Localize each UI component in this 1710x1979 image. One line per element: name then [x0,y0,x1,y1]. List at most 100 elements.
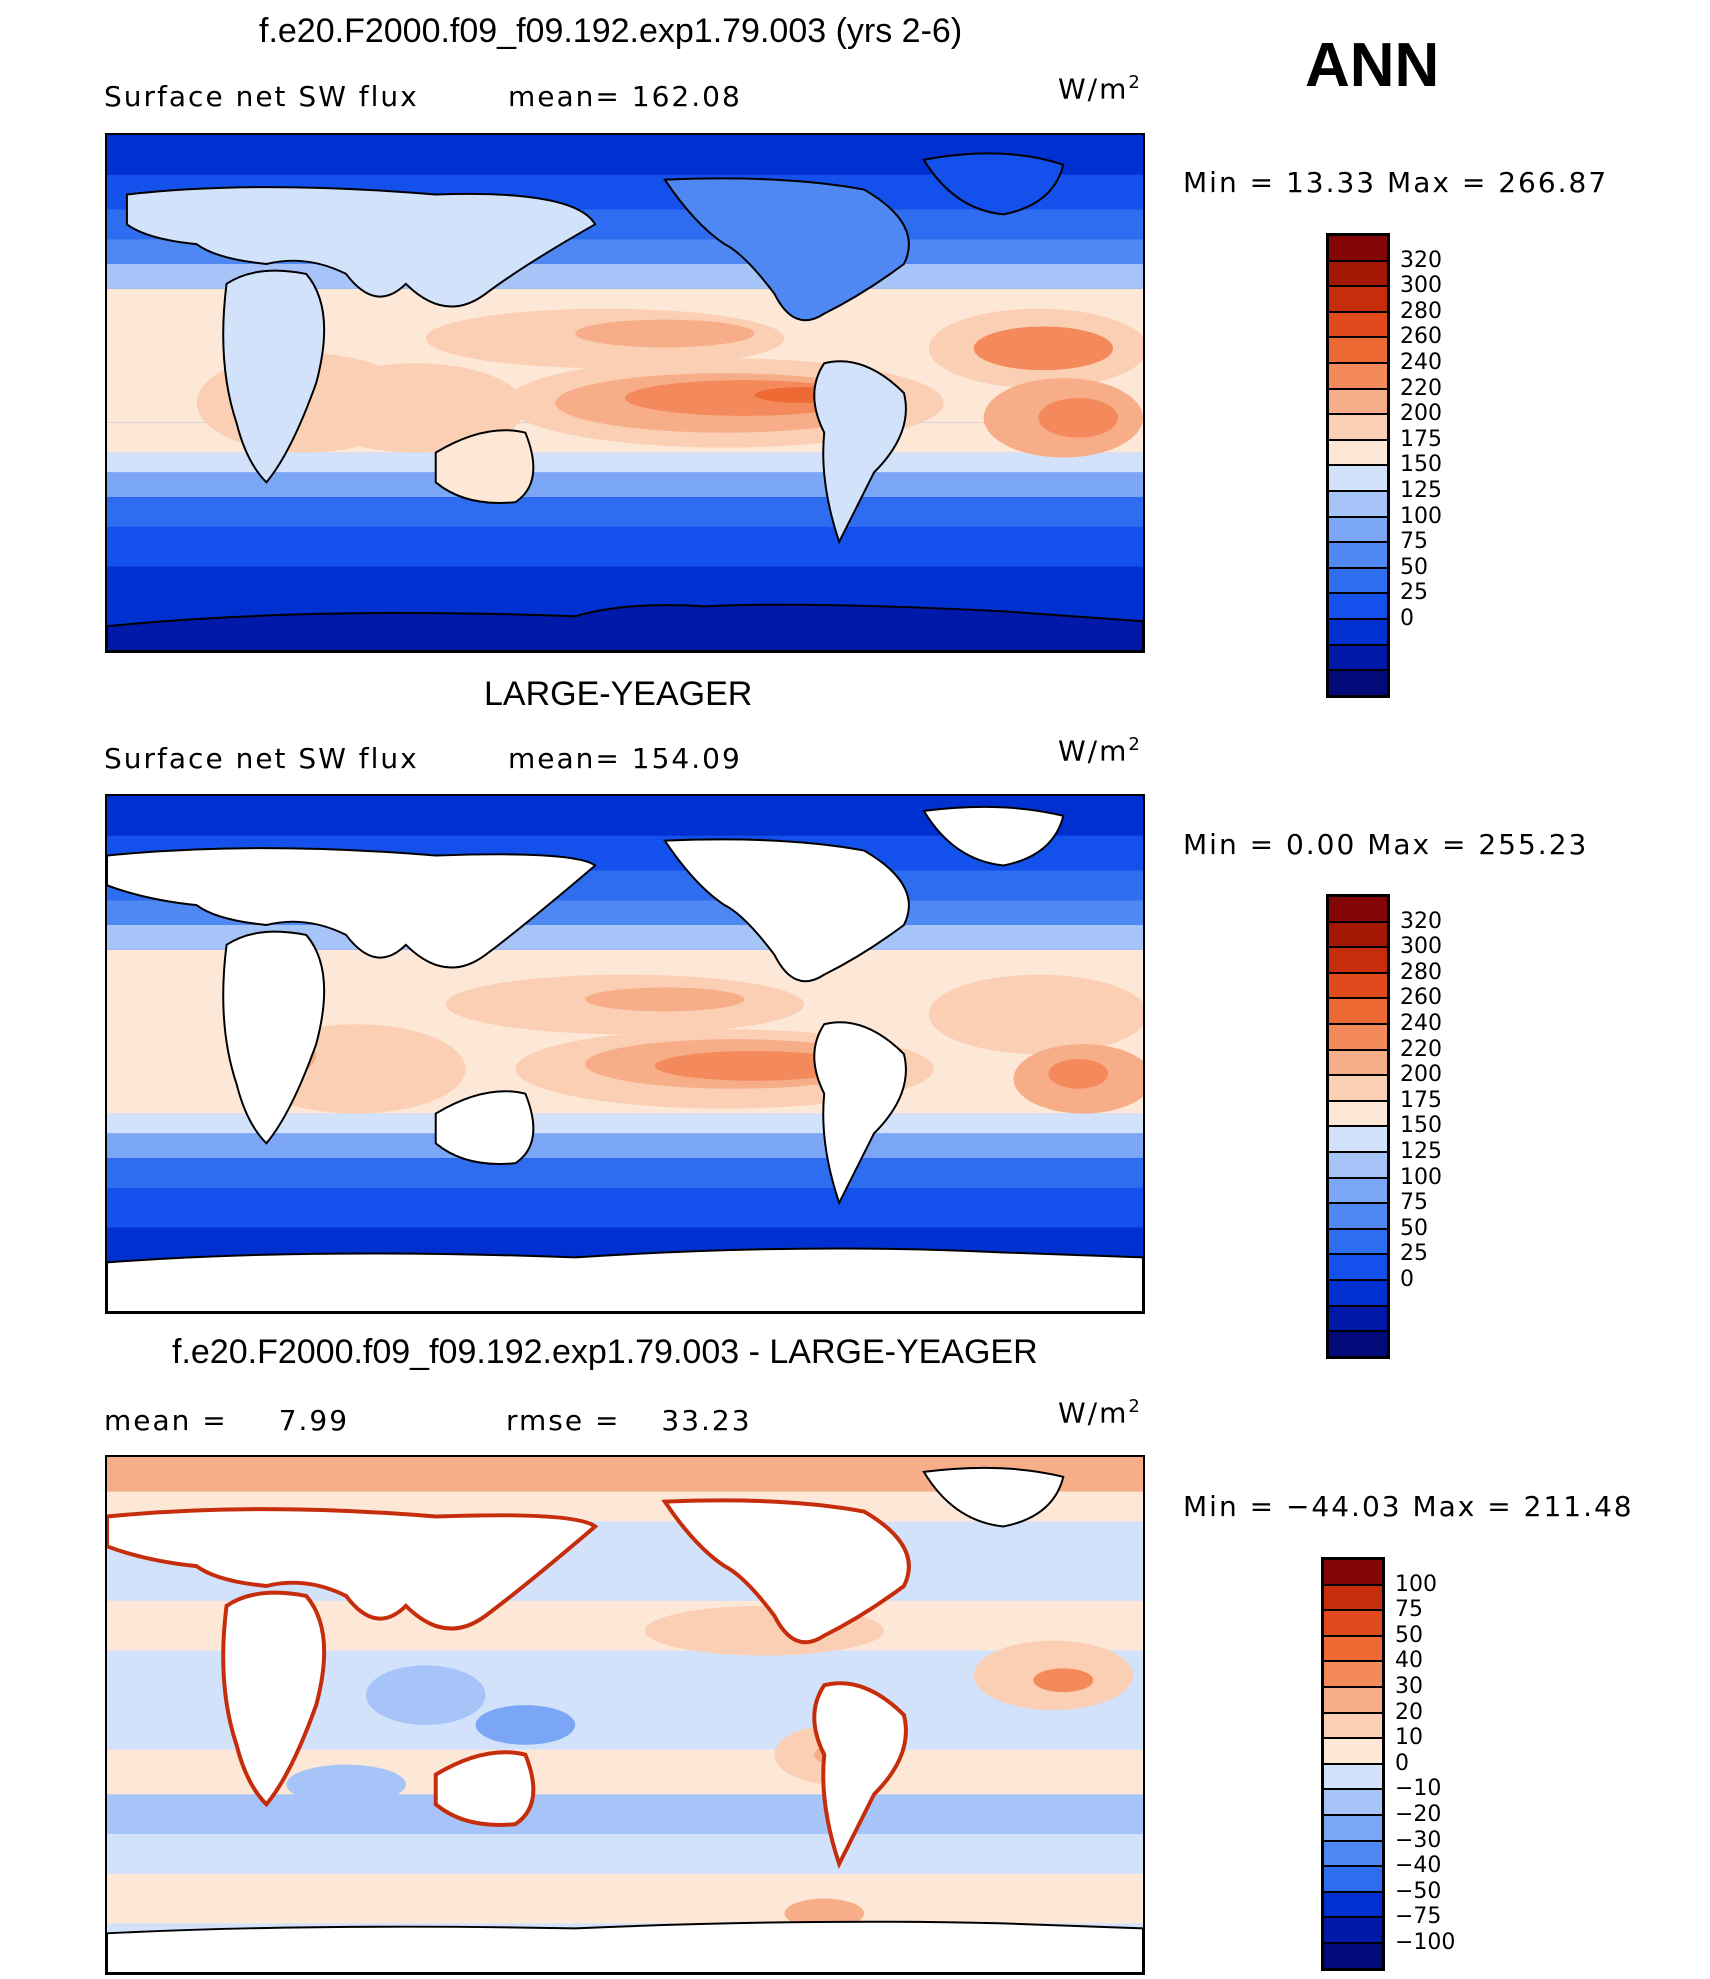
colorbar-swatch [1328,1203,1388,1229]
colorbar-level-label: 10 [1395,1725,1423,1751]
colorbar-swatch [1328,972,1388,999]
panel2-range: Min = 0.00 Max = 255.23 [1183,828,1588,861]
colorbar-level-label: 200 [1400,401,1442,427]
colorbar-level-label: 25 [1400,580,1428,606]
panel1-max-value: 266.87 [1498,166,1609,199]
panel1-map-svg [107,135,1143,651]
panel3-range: Min = −44.03 Max = 211.48 [1183,1490,1634,1523]
colorbar-level-label: 75 [1400,1190,1428,1216]
colorbar-swatch [1323,1866,1383,1892]
panel3-units-sup: 2 [1128,1396,1142,1417]
colorbar-swatch [1328,644,1388,671]
colorbar-swatch [1328,1075,1388,1101]
colorbar-strip [1326,894,1390,1359]
panel3-mean: mean = 7.99 [104,1404,349,1437]
colorbar-strip [1321,1557,1385,1971]
colorbar-level-label: −20 [1395,1802,1442,1827]
panel2-units-sup: 2 [1128,734,1142,755]
colorbar-level-label: 75 [1400,529,1428,555]
colorbar-level-label: 50 [1400,554,1428,580]
panel1-variable-label: Surface net SW flux [104,80,419,113]
panel1-min-label: Min = [1183,166,1276,199]
colorbar-level-label: −100 [1395,1930,1456,1955]
colorbar-swatch [1323,1686,1383,1713]
panel3-max-value: 211.48 [1523,1490,1634,1523]
colorbar-level-label: 220 [1400,375,1442,401]
panel3-map-svg [107,1457,1143,1973]
colorbar-level-label: 280 [1400,298,1442,324]
colorbar-swatch [1328,337,1388,363]
colorbar-swatch [1323,1635,1383,1662]
colorbar-level-label: 175 [1400,1087,1442,1113]
colorbar-swatch [1328,1279,1388,1306]
colorbar-level-label: 260 [1400,324,1442,350]
colorbar-level-label: −30 [1395,1827,1442,1853]
colorbar-swatch [1323,1840,1383,1867]
colorbar-swatch [1328,998,1388,1024]
colorbar-level-label: 175 [1400,426,1442,452]
panel2-map-svg [107,796,1143,1312]
colorbar-level-label: 0 [1400,606,1414,631]
colorbar-level-label: 300 [1400,273,1442,299]
colorbar-level-label: −40 [1395,1853,1442,1879]
panel1-range: Min = 13.33 Max = 266.87 [1183,166,1608,199]
colorbar-swatch [1328,1151,1388,1178]
panel2-mean-value: 154.09 [631,742,742,775]
colorbar-level-label: 320 [1400,247,1442,273]
colorbar-swatch [1323,1814,1383,1841]
colorbar-level-label: 50 [1395,1622,1423,1648]
panel2-mean-label: mean= 154.09 [508,742,742,775]
colorbar-level-label: 240 [1400,1011,1442,1036]
panel1-units-text: W/m [1058,72,1129,106]
colorbar-swatch [1323,1738,1383,1764]
colorbar-swatch [1328,542,1388,568]
colorbar-swatch [1328,670,1388,696]
colorbar-level-label: 75 [1395,1597,1423,1623]
panel3-min-label: Min = [1183,1490,1276,1523]
panel1-title: f.e20.F2000.f09_f09.192.exp1.79.003 (yrs… [259,12,963,50]
colorbar-swatch [1328,439,1388,466]
colorbar-swatch [1328,567,1388,594]
panel1-colorbar: 320 300 280 260 240 220 200 175 150 125 100 75 50 25 0 [1326,233,1442,698]
panel3-mean-key: mean = [104,1404,228,1437]
colorbar-swatch [1328,311,1388,338]
colorbar-level-label: 25 [1400,1241,1428,1267]
colorbar-swatch [1328,490,1388,517]
colorbar-swatch [1328,1023,1388,1050]
colorbar-swatch [1323,1610,1383,1636]
colorbar-swatch [1323,1891,1383,1918]
colorbar-level-label: 50 [1400,1215,1428,1241]
colorbar-swatch [1328,921,1388,948]
panel1-units: W/m2 [1058,72,1142,105]
colorbar-level-label: 150 [1400,1113,1442,1139]
colorbar-swatch [1328,896,1388,922]
colorbar-level-label: 200 [1400,1062,1442,1088]
colorbar-swatch [1323,1661,1383,1687]
colorbar-level-label: 280 [1400,959,1442,985]
colorbar-level-label: 100 [1400,503,1442,529]
panel2-title: LARGE-YEAGER [484,675,753,713]
colorbar-swatch [1328,388,1388,415]
panel2-colorbar: 320 300 280 260 240 220 200 175 150 125 100 75 50 25 0 [1326,894,1442,1359]
panel3-units: W/m2 [1058,1396,1142,1429]
colorbar-level-label: 300 [1400,934,1442,960]
colorbar-level-label: −75 [1395,1904,1442,1930]
colorbar-swatch [1328,947,1388,973]
colorbar-level-label: 125 [1400,1139,1442,1164]
panel3-units-text: W/m [1058,1396,1129,1430]
colorbar-swatch [1328,1100,1388,1127]
panel2-map [105,794,1145,1314]
panel1-map [105,133,1145,653]
colorbar-swatch [1323,1917,1383,1943]
panel1-units-sup: 2 [1128,72,1142,93]
colorbar-strip [1326,233,1390,698]
colorbar-level-label: 220 [1400,1036,1442,1062]
colorbar-swatch [1323,1712,1383,1739]
colorbar-swatch [1328,286,1388,312]
colorbar-level-label: 20 [1395,1699,1423,1725]
colorbar-swatch [1328,1228,1388,1255]
colorbar-swatch [1328,618,1388,645]
panel3-rmse-value: 33.23 [661,1404,752,1437]
panel2-min-label: Min = [1183,828,1276,861]
colorbar-swatch [1328,1331,1388,1357]
